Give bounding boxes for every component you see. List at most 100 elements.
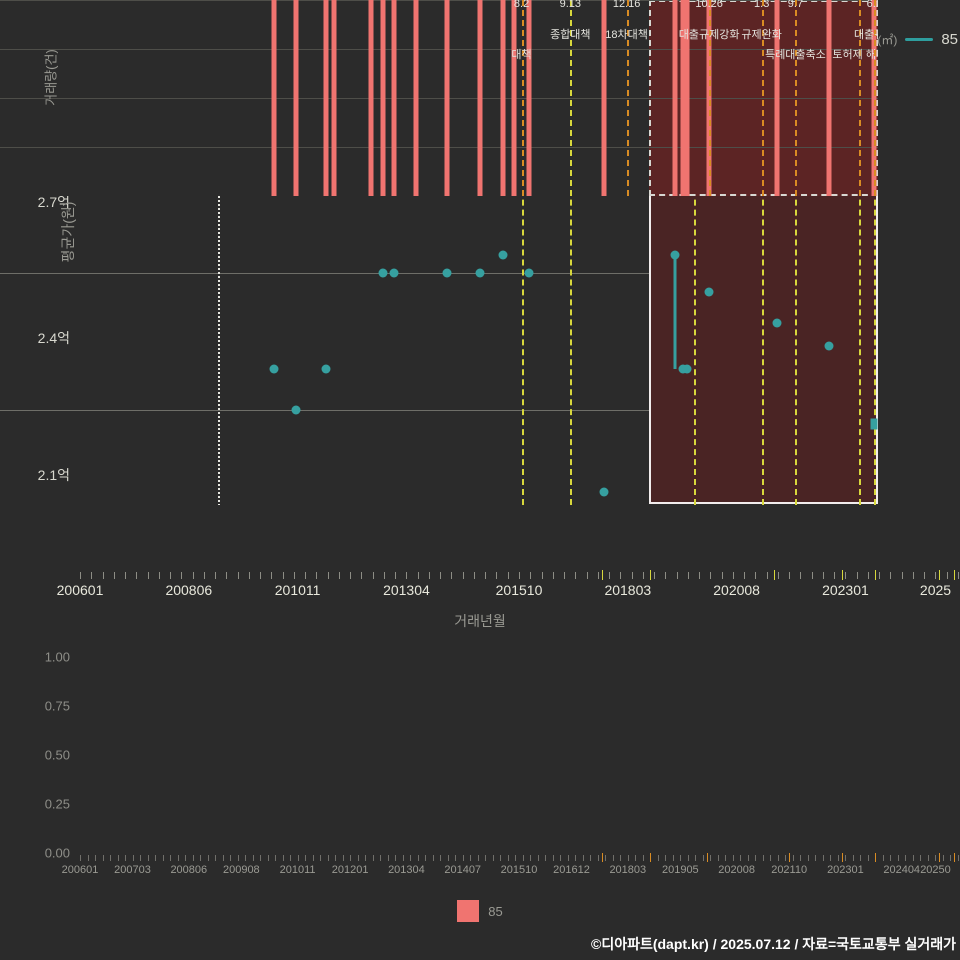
- volume-x-minor-tick: [312, 855, 314, 861]
- price-x-tick-label: 200806: [165, 582, 213, 598]
- volume-x-minor-tick: [612, 855, 614, 861]
- volume-y-tick-label: 0.25: [44, 796, 70, 812]
- volume-x-minor-tick: [447, 855, 449, 861]
- volume-x-minor-tick: [500, 855, 502, 861]
- price-x-minor-tick: [766, 572, 768, 579]
- price-x-minor-tick: [890, 572, 892, 579]
- volume-x-tick-label: 202008: [718, 864, 755, 876]
- volume-bar: [391, 0, 397, 196]
- volume-bar: [511, 0, 517, 196]
- volume-y-tick-label: 1.00: [44, 649, 70, 665]
- volume-y-tick-label: 0.50: [44, 747, 70, 763]
- volume-x-event-tick: [789, 853, 791, 862]
- volume-x-minor-tick: [740, 855, 742, 861]
- price-x-event-tick: [875, 570, 877, 580]
- volume-x-minor-tick: [102, 855, 104, 861]
- price-x-minor-tick: [428, 572, 430, 579]
- price-x-minor-tick: [102, 572, 104, 579]
- price-x-minor-tick: [383, 572, 385, 579]
- volume-x-minor-tick: [702, 855, 704, 861]
- price-x-minor-tick: [440, 572, 442, 579]
- price-x-minor-tick: [755, 572, 757, 579]
- volume-x-minor-tick: [275, 855, 277, 861]
- volume-x-minor-tick: [747, 855, 749, 861]
- policy-event-label: 특례대출축소: [765, 49, 826, 61]
- volume-x-minor-tick: [807, 855, 809, 861]
- price-x-minor-tick: [867, 572, 869, 579]
- price-data-point: [498, 250, 508, 260]
- volume-bar: [500, 0, 506, 196]
- price-data-point: [870, 418, 878, 430]
- price-x-minor-tick: [935, 572, 937, 579]
- volume-x-event-tick: [601, 853, 603, 862]
- price-x-minor-tick: [350, 572, 352, 579]
- volume-x-event-tick: [841, 853, 843, 862]
- policy-event-line: [521, 0, 524, 196]
- price-x-minor-tick: [564, 572, 566, 579]
- price-x-tick-label: 202301: [822, 582, 869, 598]
- price-x-tick-label: 201304: [383, 582, 430, 598]
- volume-x-minor-tick: [327, 855, 329, 861]
- volume-x-minor-tick: [177, 855, 179, 861]
- price-x-minor-tick: [91, 572, 93, 579]
- volume-x-minor-tick: [762, 855, 764, 861]
- volume-y-tick-label: 0.00: [44, 845, 70, 861]
- volume-x-minor-tick: [350, 855, 352, 861]
- volume-x-minor-tick: [230, 855, 232, 861]
- volume-x-minor-tick: [560, 855, 562, 861]
- volume-x-minor-tick: [680, 855, 682, 861]
- price-x-minor-tick: [609, 572, 611, 579]
- volume-x-minor-tick: [372, 855, 374, 861]
- volume-x-minor-tick: [297, 855, 299, 861]
- volume-x-minor-tick: [200, 855, 202, 861]
- price-gridline: [0, 273, 878, 275]
- volume-x-tick-label: 202301: [827, 864, 864, 876]
- volume-x-minor-tick: [920, 855, 922, 861]
- volume-x-minor-tick: [950, 855, 952, 861]
- volume-x-minor-tick: [837, 855, 839, 861]
- legend-bottom-label: 85: [488, 903, 503, 919]
- price-x-event-tick: [774, 570, 776, 580]
- policy-event-line: [859, 0, 862, 196]
- price-data-point: [442, 268, 451, 278]
- price-x-minor-tick: [496, 572, 498, 579]
- volume-x-minor-tick: [290, 855, 292, 861]
- price-data-point: [321, 364, 331, 374]
- volume-x-minor-tick: [305, 855, 307, 861]
- volume-x-tick-label: 201011: [279, 864, 316, 876]
- price-x-minor-tick: [260, 572, 262, 579]
- price-x-minor-tick: [744, 572, 746, 579]
- volume-x-minor-tick: [125, 855, 127, 861]
- price-x-minor-tick: [958, 572, 959, 579]
- price-x-minor-tick: [789, 572, 791, 579]
- price-x-minor-tick: [901, 572, 903, 579]
- price-x-minor-tick: [834, 572, 836, 579]
- volume-x-minor-tick: [770, 855, 772, 861]
- volume-x-minor-tick: [410, 855, 412, 861]
- volume-bar: [672, 0, 678, 196]
- policy-event-date: 10.26: [695, 0, 723, 10]
- price-data-point: [670, 250, 680, 260]
- price-x-minor-tick: [485, 572, 487, 579]
- volume-x-tick-label: 201905: [661, 864, 699, 876]
- price-x-event-tick: [650, 570, 652, 580]
- price-x-minor-tick: [338, 572, 340, 579]
- price-x-axis-title: 거래년월: [454, 613, 506, 629]
- volume-x-minor-tick: [237, 855, 239, 861]
- volume-x-tick-label: 201201: [331, 864, 369, 876]
- volume-x-minor-tick: [87, 855, 89, 861]
- price-data-point: [291, 405, 301, 415]
- policy-event-label: 토허제 해제: [832, 49, 878, 61]
- price-data-point: [269, 364, 279, 374]
- price-x-minor-tick: [158, 572, 160, 579]
- volume-x-minor-tick: [110, 855, 112, 861]
- volume-bar: [323, 0, 329, 196]
- price-x-minor-tick: [777, 572, 779, 579]
- volume-x-tick-label: 201304: [388, 864, 425, 876]
- price-x-minor-tick: [642, 572, 644, 579]
- price-x-minor-tick: [181, 572, 183, 579]
- volume-bar: [444, 0, 449, 196]
- volume-x-minor-tick: [695, 855, 697, 861]
- price-x-minor-tick: [597, 572, 599, 579]
- price-x-minor-tick: [80, 572, 81, 579]
